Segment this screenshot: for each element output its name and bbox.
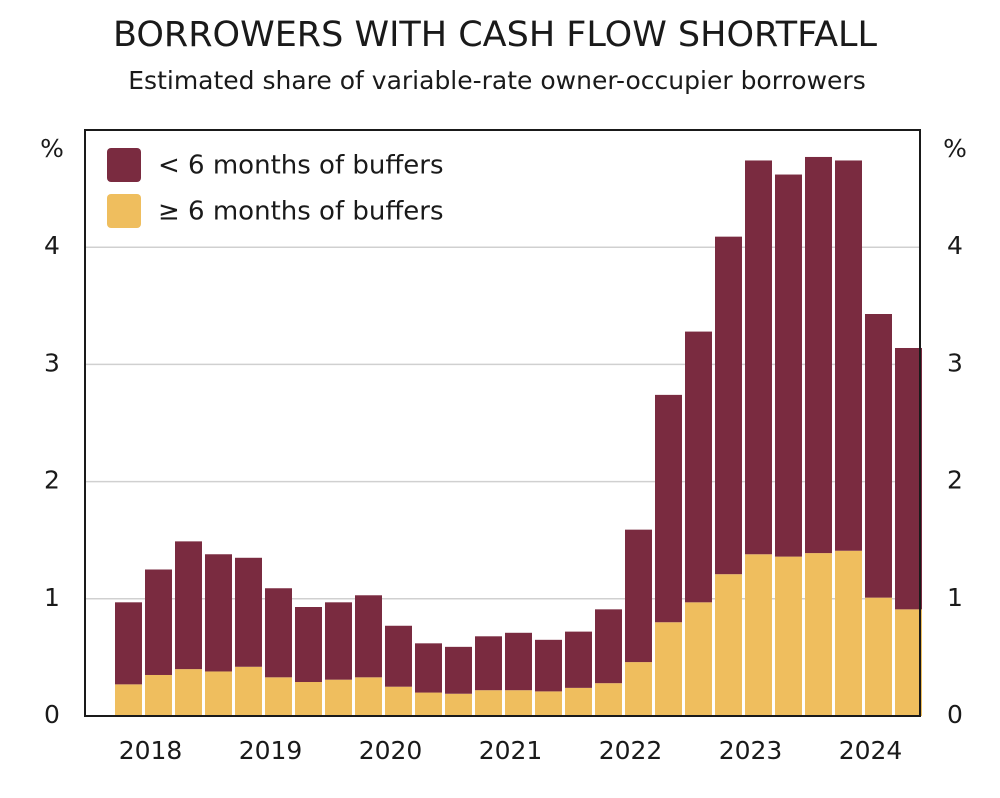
- x-tick-label: 2019: [239, 736, 303, 765]
- y-axis-unit: %: [40, 134, 64, 163]
- x-tick-label: 2024: [839, 736, 903, 765]
- bar-segment: [145, 674, 172, 716]
- bar-segment: [655, 394, 682, 623]
- bar-segment: [205, 671, 232, 716]
- bar-segment: [535, 639, 562, 692]
- y-tick-label: 3: [44, 348, 60, 377]
- bar-segment: [265, 588, 292, 678]
- bar-segment: [415, 692, 442, 716]
- bar-segment: [895, 347, 922, 610]
- x-tick-label: 2020: [359, 736, 423, 765]
- y-tick-label: 0: [44, 700, 60, 729]
- chart-title: BORROWERS WITH CASH FLOW SHORTFALL: [113, 15, 878, 55]
- bar-segment: [385, 625, 412, 687]
- bar-segment: [475, 690, 502, 716]
- bar-segment: [415, 643, 442, 693]
- legend-swatch: [107, 194, 141, 228]
- x-tick-label: 2021: [479, 736, 543, 765]
- legend-label: < 6 months of buffers: [158, 151, 444, 181]
- bar-segment: [565, 687, 592, 716]
- bar-segment: [325, 679, 352, 716]
- bar-segment: [175, 669, 202, 716]
- bar-segment: [325, 602, 352, 680]
- x-tick-label: 2018: [119, 736, 183, 765]
- bar-segment: [475, 636, 502, 691]
- bar-segment: [805, 553, 832, 716]
- y2-axis-unit: %: [943, 134, 967, 163]
- bar-segment: [835, 160, 862, 551]
- bar-segment: [715, 236, 742, 575]
- bar-segment: [355, 677, 382, 716]
- legend-label: ≥ 6 months of buffers: [158, 197, 444, 227]
- y2-tick-label: 0: [947, 700, 963, 729]
- legend-swatch: [107, 148, 141, 182]
- bar-segment: [595, 609, 622, 684]
- bar-segment: [445, 646, 472, 694]
- bar-segment: [835, 550, 862, 716]
- y2-tick-label: 3: [947, 348, 963, 377]
- bar-segment: [115, 602, 142, 685]
- bar-segment: [205, 554, 232, 672]
- bar-segment: [775, 556, 802, 716]
- bar-segment: [895, 609, 922, 716]
- bar-segment: [295, 682, 322, 716]
- bar-segment: [355, 595, 382, 678]
- bar-segment: [865, 314, 892, 598]
- y2-tick-label: 2: [947, 466, 963, 495]
- y-tick-label: 2: [44, 466, 60, 495]
- bar-segment: [775, 174, 802, 557]
- bar-segment: [625, 529, 652, 663]
- bar-segment: [445, 693, 472, 716]
- y2-tick-label: 1: [947, 583, 963, 612]
- bar-segment: [745, 554, 772, 716]
- bar-segment: [505, 690, 532, 716]
- bar-segment: [595, 683, 622, 716]
- bar-segment: [565, 631, 592, 688]
- bar-segment: [685, 331, 712, 603]
- bar-segment: [625, 662, 652, 716]
- bar-segment: [805, 156, 832, 554]
- bar-segment: [235, 557, 262, 667]
- bar-segment: [865, 597, 892, 716]
- bar-segment: [175, 541, 202, 670]
- bar-segment: [715, 574, 742, 716]
- y-tick-label: 1: [44, 583, 60, 612]
- y-tick-label: 4: [44, 231, 60, 260]
- y2-tick-label: 4: [947, 231, 963, 260]
- bar-segment: [745, 160, 772, 555]
- bar-segment: [685, 602, 712, 716]
- bar-segment: [535, 691, 562, 716]
- x-tick-label: 2022: [599, 736, 663, 765]
- plot-frame: [84, 129, 921, 717]
- bar-segment: [145, 569, 172, 675]
- bar-segment: [385, 686, 412, 716]
- chart-subtitle: Estimated share of variable-rate owner-o…: [128, 66, 865, 95]
- bar-segment: [505, 632, 532, 691]
- bar-segment: [115, 684, 142, 716]
- x-tick-label: 2023: [719, 736, 783, 765]
- bar-segment: [235, 666, 262, 716]
- bar-segment: [265, 677, 292, 716]
- bar-segment: [295, 607, 322, 683]
- bar-segment: [655, 622, 682, 716]
